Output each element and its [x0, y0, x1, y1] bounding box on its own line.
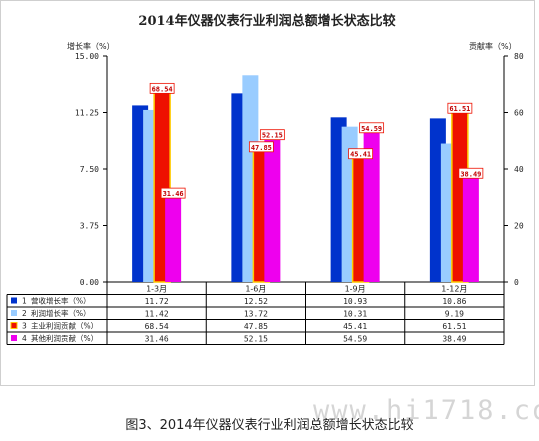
data-label-box	[259, 129, 285, 141]
left-axis-title: 增长率（%）	[67, 41, 115, 51]
data-label: 54.59	[361, 125, 382, 133]
table-cell: 10.31	[343, 310, 367, 319]
table-cell: 68.54	[145, 322, 169, 331]
chart-data-labels: 68.54 31.46 47.85 52.15 45.41 54.59 61.51 38.49	[149, 82, 484, 199]
legend-index: 3	[22, 322, 27, 331]
right-tick-label: 20	[514, 222, 524, 231]
bar-series-4	[462, 173, 479, 282]
category-label: 1-9月	[345, 285, 366, 294]
watermark-text: www.hi1718.com	[313, 395, 539, 426]
table-cell: 45.41	[343, 322, 367, 331]
data-label-box	[458, 167, 484, 179]
left-tick-label: 0.00	[80, 278, 99, 287]
category-label: 1-6月	[245, 285, 266, 294]
bar-series-4	[165, 193, 182, 282]
data-label: 68.54	[152, 85, 173, 93]
left-tick-label: 15.00	[75, 52, 99, 61]
chart-bars	[132, 75, 479, 283]
data-label-box	[359, 122, 385, 134]
table-cell: 11.72	[145, 297, 169, 306]
table-cell: 52.15	[244, 335, 268, 344]
data-label-box	[149, 82, 175, 94]
legend-label: 利润增长率（%）	[31, 308, 91, 318]
data-label: 38.49	[460, 170, 481, 178]
legend-index: 1	[22, 297, 27, 306]
right-tick-label: 60	[514, 109, 524, 118]
legend-swatch	[10, 322, 18, 329]
data-label: 45.41	[350, 151, 371, 159]
left-tick-label: 11.25	[75, 109, 99, 118]
bar-chart: 2014年仪器仪表行业利润总额增长状态比较 增长率（%） 贡献率（%） 0.00…	[6, 13, 524, 345]
data-table: 1-3月 1-6月 1-9月 1-12月 1 营收增长率（%） 11.72 12.52 10.9…	[6, 282, 505, 345]
table-cell: 12.52	[244, 297, 268, 306]
right-tick-label: 0	[514, 278, 519, 287]
legend-label: 主业利润贡献（%）	[31, 321, 98, 331]
chart-title: 2014年仪器仪表行业利润总额增长状态比较	[138, 13, 395, 29]
data-label: 52.15	[262, 132, 283, 140]
data-label: 61.51	[449, 105, 470, 113]
figure-caption: 图3、2014年仪器仪表行业利润总额增长状态比较	[125, 418, 414, 433]
table-cell: 47.85	[244, 322, 268, 331]
legend-swatch	[11, 310, 17, 316]
right-tick-label: 40	[514, 165, 524, 174]
legend-index: 4	[22, 334, 27, 343]
table-cell: 9.19	[445, 310, 464, 319]
data-label: 47.85	[251, 144, 272, 152]
legend-swatch	[11, 297, 17, 304]
legend-index: 2	[22, 309, 27, 318]
right-tick-label: 80	[514, 52, 524, 61]
table-cell: 10.86	[442, 297, 466, 306]
category-label: 1-3月	[146, 285, 167, 294]
table-cell: 31.46	[145, 335, 169, 344]
right-axis-title: 贡献率（%）	[469, 41, 517, 51]
bar-series-4	[264, 134, 281, 282]
bar-series-4	[363, 127, 380, 282]
data-label-box	[348, 148, 374, 160]
table-cell: 61.51	[442, 322, 466, 331]
left-tick-label: 3.75	[80, 222, 99, 231]
data-label-box	[248, 141, 274, 153]
legend-label: 营收增长率（%）	[31, 296, 91, 306]
chart-frame: 2014年仪器仪表行业利润总额增长状态比较 增长率（%） 贡献率（%） 0.00…	[0, 0, 539, 426]
data-label-box	[160, 187, 186, 199]
table-cell: 54.59	[343, 335, 367, 344]
legend-label: 其他利润贡献（%）	[31, 333, 98, 343]
table-cell: 38.49	[442, 335, 466, 344]
table-cell: 11.42	[145, 310, 169, 319]
legend-swatch	[11, 335, 17, 341]
table-cell: 13.72	[244, 310, 268, 319]
category-label: 1-12月	[441, 285, 467, 294]
table-cell: 10.93	[343, 297, 367, 306]
data-label-box	[447, 102, 473, 114]
data-label: 31.46	[163, 190, 184, 198]
left-tick-label: 7.50	[80, 165, 99, 174]
